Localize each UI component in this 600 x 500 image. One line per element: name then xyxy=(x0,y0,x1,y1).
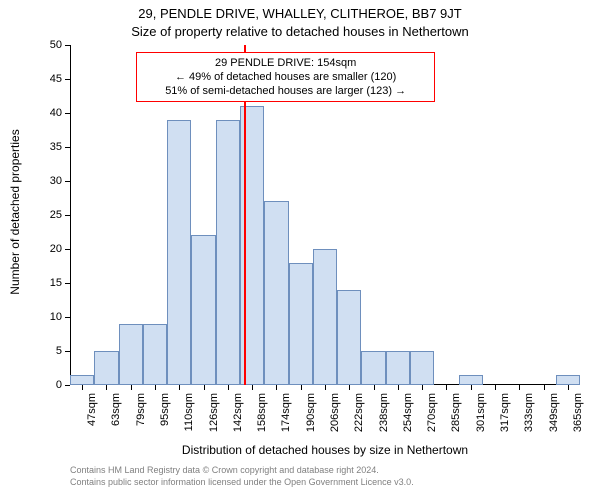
xtick-label: 158sqm xyxy=(256,393,268,443)
xtick-label: 126sqm xyxy=(208,393,220,443)
xtick-label: 206sqm xyxy=(329,393,341,443)
histogram-bar xyxy=(313,249,337,385)
xtick-mark xyxy=(398,385,399,390)
y-axis-label: Number of detached properties xyxy=(8,112,22,312)
xtick-mark xyxy=(82,385,83,390)
xtick-mark xyxy=(568,385,569,390)
annotation-line: 29 PENDLE DRIVE: 154sqm xyxy=(140,56,431,70)
xtick-mark xyxy=(252,385,253,390)
xtick-mark xyxy=(276,385,277,390)
xtick-mark xyxy=(301,385,302,390)
ytick-label: 25 xyxy=(30,209,62,221)
xtick-mark xyxy=(131,385,132,390)
ytick-mark xyxy=(65,181,70,182)
histogram-bar xyxy=(94,351,118,385)
histogram-bar xyxy=(410,351,434,385)
annotation-line: ← 49% of detached houses are smaller (12… xyxy=(140,70,431,84)
chart-subtitle: Size of property relative to detached ho… xyxy=(0,24,600,39)
ytick-label: 30 xyxy=(30,175,62,187)
xtick-mark xyxy=(325,385,326,390)
ytick-label: 5 xyxy=(30,345,62,357)
annotation-line: 51% of semi-detached houses are larger (… xyxy=(140,84,431,98)
xtick-label: 190sqm xyxy=(305,393,317,443)
xtick-label: 222sqm xyxy=(353,393,365,443)
xtick-label: 174sqm xyxy=(280,393,292,443)
ytick-mark xyxy=(65,147,70,148)
xtick-mark xyxy=(179,385,180,390)
xtick-mark xyxy=(446,385,447,390)
histogram-bar xyxy=(70,375,94,385)
xtick-mark xyxy=(374,385,375,390)
ytick-label: 40 xyxy=(30,107,62,119)
histogram-bar xyxy=(556,375,580,385)
ytick-label: 45 xyxy=(30,73,62,85)
histogram-bar xyxy=(289,263,313,385)
xtick-mark xyxy=(471,385,472,390)
xtick-label: 142sqm xyxy=(232,393,244,443)
xtick-mark xyxy=(422,385,423,390)
xtick-label: 238sqm xyxy=(378,393,390,443)
xtick-label: 285sqm xyxy=(450,393,462,443)
ytick-label: 50 xyxy=(30,39,62,51)
histogram-bar xyxy=(459,375,483,385)
ytick-mark xyxy=(65,79,70,80)
xtick-label: 47sqm xyxy=(86,393,98,443)
xtick-mark xyxy=(228,385,229,390)
xtick-label: 333sqm xyxy=(523,393,535,443)
address-title: 29, PENDLE DRIVE, WHALLEY, CLITHEROE, BB… xyxy=(0,6,600,21)
histogram-plot: 0510152025303540455047sqm63sqm79sqm95sqm… xyxy=(70,45,580,385)
xtick-label: 79sqm xyxy=(135,393,147,443)
xtick-mark xyxy=(204,385,205,390)
xtick-label: 63sqm xyxy=(110,393,122,443)
xtick-mark xyxy=(349,385,350,390)
xtick-label: 270sqm xyxy=(426,393,438,443)
histogram-bar xyxy=(119,324,143,385)
histogram-bar xyxy=(337,290,361,385)
y-axis-line xyxy=(70,45,71,385)
xtick-label: 301sqm xyxy=(475,393,487,443)
ytick-mark xyxy=(65,215,70,216)
footer-line-1: Contains HM Land Registry data © Crown c… xyxy=(70,465,379,475)
ytick-mark xyxy=(65,45,70,46)
xtick-mark xyxy=(106,385,107,390)
annotation-box: 29 PENDLE DRIVE: 154sqm← 49% of detached… xyxy=(136,52,435,102)
ytick-mark xyxy=(65,283,70,284)
histogram-bar xyxy=(386,351,410,385)
ytick-label: 0 xyxy=(30,379,62,391)
xtick-label: 317sqm xyxy=(499,393,511,443)
ytick-mark xyxy=(65,249,70,250)
xtick-label: 349sqm xyxy=(548,393,560,443)
xtick-label: 254sqm xyxy=(402,393,414,443)
ytick-label: 10 xyxy=(30,311,62,323)
ytick-mark xyxy=(65,351,70,352)
histogram-bar xyxy=(143,324,167,385)
xtick-mark xyxy=(495,385,496,390)
histogram-bar xyxy=(191,235,215,385)
xtick-mark xyxy=(519,385,520,390)
x-axis-label: Distribution of detached houses by size … xyxy=(70,443,580,457)
xtick-label: 365sqm xyxy=(572,393,584,443)
histogram-bar xyxy=(167,120,191,385)
xtick-label: 110sqm xyxy=(183,393,195,443)
histogram-bar xyxy=(264,201,288,385)
ytick-label: 20 xyxy=(30,243,62,255)
ytick-label: 15 xyxy=(30,277,62,289)
xtick-mark xyxy=(155,385,156,390)
ytick-mark xyxy=(65,317,70,318)
histogram-bar xyxy=(361,351,385,385)
ytick-mark xyxy=(65,385,70,386)
footer-line-2: Contains public sector information licen… xyxy=(70,477,414,487)
xtick-mark xyxy=(544,385,545,390)
xtick-label: 95sqm xyxy=(159,393,171,443)
ytick-mark xyxy=(65,113,70,114)
ytick-label: 35 xyxy=(30,141,62,153)
histogram-bar xyxy=(216,120,240,385)
